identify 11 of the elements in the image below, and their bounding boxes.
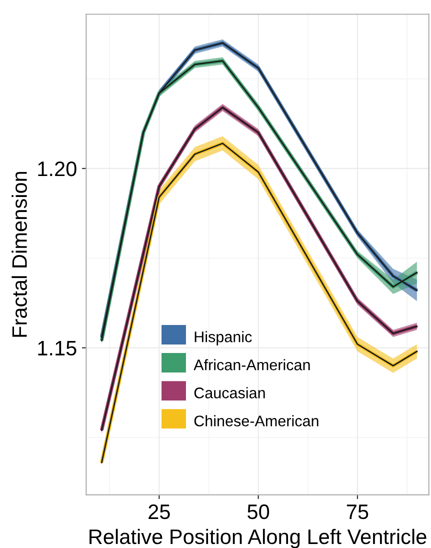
x-axis-title: Relative Position Along Left Ventricle <box>90 528 426 548</box>
legend-label: Hispanic <box>194 331 252 346</box>
x-tick-label: 25 <box>148 504 170 520</box>
legend-label: Caucasian <box>194 387 265 398</box>
x-tick-label: 50 <box>248 504 270 520</box>
x-tick-label: 75 <box>346 504 368 520</box>
legend-label: Chinese-American <box>194 415 318 426</box>
y-axis-title: Fractal Dimension <box>12 172 27 337</box>
legend-label: African-American <box>194 359 310 370</box>
y-tick-label: 1.15 <box>38 341 76 356</box>
y-tick-label: 1.20 <box>38 161 76 176</box>
